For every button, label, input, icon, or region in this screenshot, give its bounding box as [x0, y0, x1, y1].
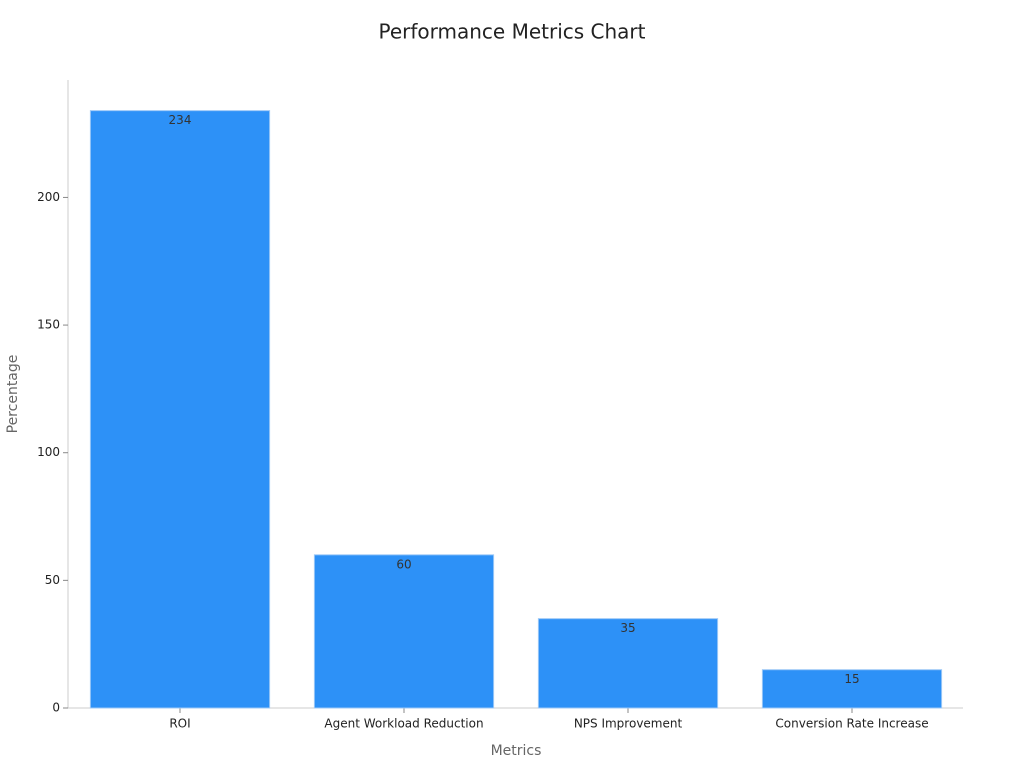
value-label: 60	[396, 557, 411, 571]
y-tick-label: 200	[37, 190, 60, 204]
y-tick-label: 0	[52, 701, 60, 715]
value-label: 35	[620, 621, 635, 635]
bar	[537, 618, 719, 709]
bar	[313, 554, 495, 709]
value-label: 15	[844, 672, 859, 686]
x-tick-label: Conversion Rate Increase	[775, 717, 928, 731]
y-tick-label: 100	[37, 445, 60, 459]
value-label: 234	[169, 113, 192, 127]
x-tick-label: NPS Improvement	[574, 717, 683, 731]
bar	[761, 669, 943, 709]
x-axis-title: Metrics	[491, 743, 542, 759]
x-tick-label: Agent Workload Reduction	[324, 717, 483, 731]
x-tick-label: ROI	[169, 717, 190, 731]
y-tick-label: 150	[37, 318, 60, 332]
bar	[89, 110, 271, 709]
y-tick-label: 50	[45, 573, 60, 587]
y-axis-title: Percentage	[5, 355, 21, 434]
chart-title: Performance Metrics Chart	[378, 20, 645, 44]
